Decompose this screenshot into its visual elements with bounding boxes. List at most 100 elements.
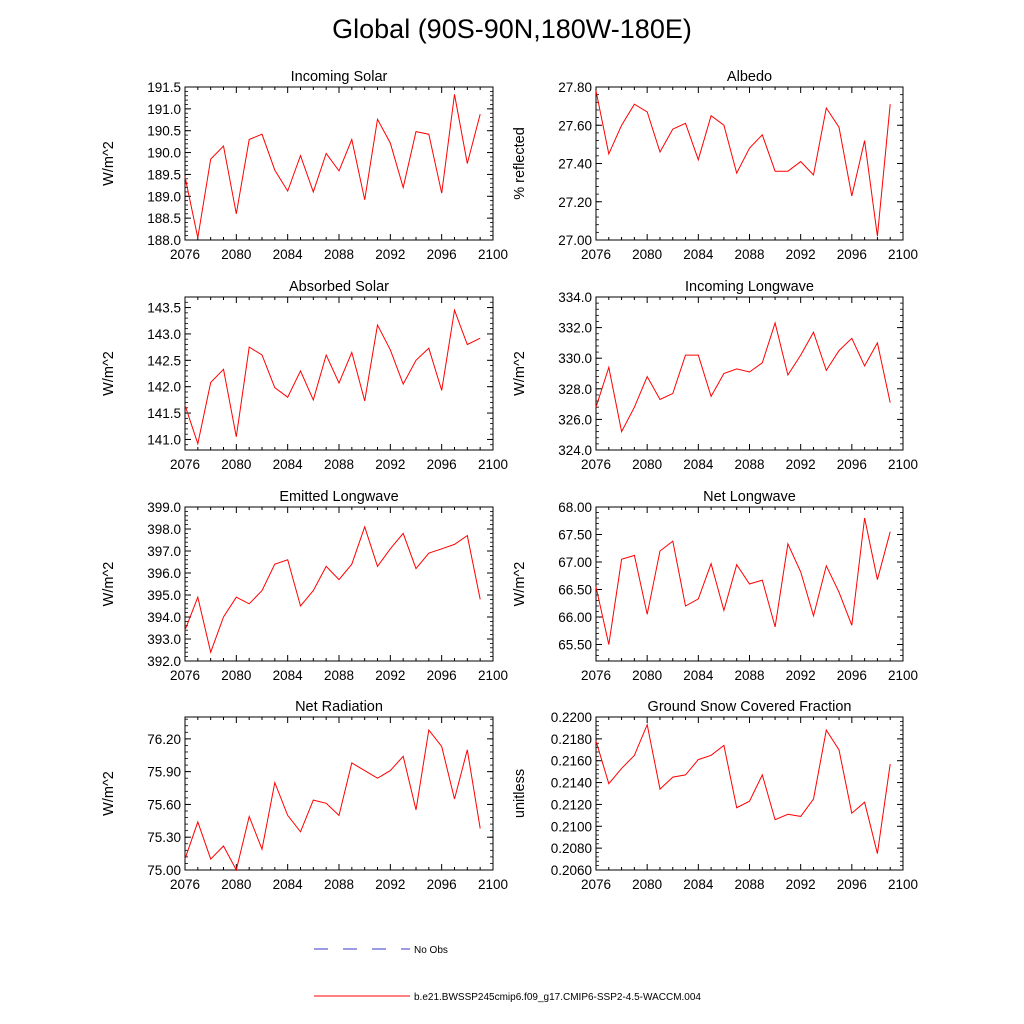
x-tick-label: 2092: [786, 247, 816, 262]
x-tick-label: 2084: [273, 877, 304, 892]
plot-frame: [595, 296, 904, 451]
y-tick-label: 0.2120: [551, 797, 592, 812]
y-tick-label: 142.5: [147, 353, 181, 368]
chart-panels: Incoming Solar W/m^2 2076 2080 2084 2088 2092 2…: [101, 69, 918, 892]
y-tick-label: 395.0: [147, 588, 181, 603]
y-tick-label: 27.80: [558, 80, 592, 95]
x-tick-label: 2092: [786, 457, 816, 472]
y-tick-label: 66.50: [558, 583, 592, 598]
x-tick-label: 2080: [221, 247, 251, 262]
y-tick-label: 332.0: [558, 321, 592, 336]
x-tick-label: 2088: [324, 668, 354, 683]
y-axis-label: W/m^2: [512, 351, 528, 396]
plot-title: Ground Snow Covered Fraction: [648, 699, 852, 715]
x-tick-label: 2088: [734, 668, 764, 683]
y-tick-label: 75.60: [147, 797, 181, 812]
series-line: [595, 517, 891, 645]
y-tick-label: 189.0: [147, 189, 181, 204]
chart-panel-3: Absorbed Solar W/m^2 2076 2080 2084 2088 2092 2…: [101, 279, 508, 472]
x-tick-label: 2076: [581, 247, 611, 262]
plot-title: Albedo: [727, 69, 772, 85]
y-tick-label: 393.0: [147, 632, 181, 647]
x-tick-label: 2088: [324, 247, 354, 262]
x-tick-label: 2092: [375, 457, 405, 472]
series-line: [595, 90, 891, 237]
figure-title: Global (90S-90N,180W-180E): [332, 14, 692, 44]
y-tick-label: 0.2140: [551, 776, 592, 791]
y-tick-label: 143.5: [147, 301, 181, 316]
x-tick-label: 2084: [273, 668, 304, 683]
y-axis-label: W/m^2: [101, 351, 117, 396]
y-tick-label: 65.50: [558, 638, 592, 653]
y-tick-label: 188.0: [147, 233, 181, 248]
x-tick-label: 2080: [632, 457, 662, 472]
x-tick-label: 2100: [478, 247, 508, 262]
y-tick-label: 27.00: [558, 233, 592, 248]
y-tick-label: 27.40: [558, 157, 592, 172]
plot-title: Incoming Longwave: [685, 279, 814, 295]
x-tick-label: 2076: [170, 457, 200, 472]
y-tick-label: 191.0: [147, 102, 181, 117]
plot-title: Absorbed Solar: [289, 279, 389, 295]
x-tick-label: 2080: [221, 457, 251, 472]
y-tick-label: 68.00: [558, 500, 592, 515]
x-tick-label: 2088: [734, 457, 764, 472]
plot-frame: [595, 86, 904, 241]
x-tick-label: 2088: [324, 457, 354, 472]
y-tick-label: 324.0: [558, 443, 592, 458]
y-tick-label: 27.60: [558, 118, 592, 133]
series-line: [184, 728, 481, 872]
x-tick-label: 2100: [888, 247, 918, 262]
x-tick-label: 2088: [734, 877, 764, 892]
x-tick-label: 2096: [427, 247, 457, 262]
y-tick-label: 398.0: [147, 522, 181, 537]
x-tick-label: 2084: [683, 247, 714, 262]
y-tick-label: 190.5: [147, 124, 181, 139]
y-tick-label: 75.90: [147, 765, 181, 780]
y-tick-label: 0.2160: [551, 754, 592, 769]
x-tick-label: 2096: [837, 457, 867, 472]
plot-frame: [184, 506, 494, 662]
y-tick-label: 190.0: [147, 146, 181, 161]
x-tick-label: 2076: [581, 457, 611, 472]
plot-frame: [184, 716, 494, 871]
x-tick-label: 2100: [888, 457, 918, 472]
chart-panel-7: Net Radiation W/m^2 2076 2080 2084 2088 2092 20…: [101, 699, 508, 892]
x-tick-label: 2076: [170, 668, 200, 683]
chart-panel-6: Net Longwave W/m^2 2076 2080 2084 2088 2092 209…: [512, 489, 918, 683]
series-line: [184, 94, 481, 238]
x-tick-label: 2092: [375, 877, 405, 892]
chart-panel-2: Albedo % reflected 2076 2080 2084 2088 2092 209…: [512, 69, 918, 262]
y-tick-label: 326.0: [558, 412, 592, 427]
y-tick-label: 67.50: [558, 528, 592, 543]
chart-panel-8: Ground Snow Covered Fraction unitless 2076…: [512, 699, 918, 892]
y-tick-label: 392.0: [147, 654, 181, 669]
x-tick-label: 2084: [273, 247, 304, 262]
y-axis-label: % reflected: [512, 127, 528, 200]
y-axis-label: W/m^2: [101, 562, 117, 607]
x-tick-label: 2076: [170, 877, 200, 892]
y-tick-label: 396.0: [147, 566, 181, 581]
y-tick-label: 75.30: [147, 830, 181, 845]
x-tick-label: 2088: [734, 247, 764, 262]
y-axis-label: W/m^2: [101, 141, 117, 186]
x-tick-label: 2080: [632, 247, 662, 262]
x-tick-label: 2092: [375, 668, 405, 683]
x-tick-label: 2084: [273, 457, 304, 472]
plot-title: Net Longwave: [703, 489, 796, 505]
x-tick-label: 2084: [683, 457, 714, 472]
y-tick-label: 0.2060: [551, 863, 592, 878]
y-tick-label: 334.0: [558, 290, 592, 305]
x-tick-label: 2100: [478, 668, 508, 683]
y-tick-label: 75.00: [147, 863, 181, 878]
y-tick-label: 0.2080: [551, 841, 592, 856]
y-tick-label: 0.2200: [551, 710, 592, 725]
y-tick-label: 397.0: [147, 544, 181, 559]
x-tick-label: 2088: [324, 877, 354, 892]
plot-title: Emitted Longwave: [279, 489, 398, 505]
chart-panel-4: Incoming Longwave W/m^2 2076 2080 2084 2088 20…: [512, 279, 918, 472]
x-tick-label: 2100: [888, 877, 918, 892]
x-tick-label: 2100: [478, 877, 508, 892]
y-tick-label: 328.0: [558, 382, 592, 397]
x-tick-label: 2080: [221, 877, 251, 892]
